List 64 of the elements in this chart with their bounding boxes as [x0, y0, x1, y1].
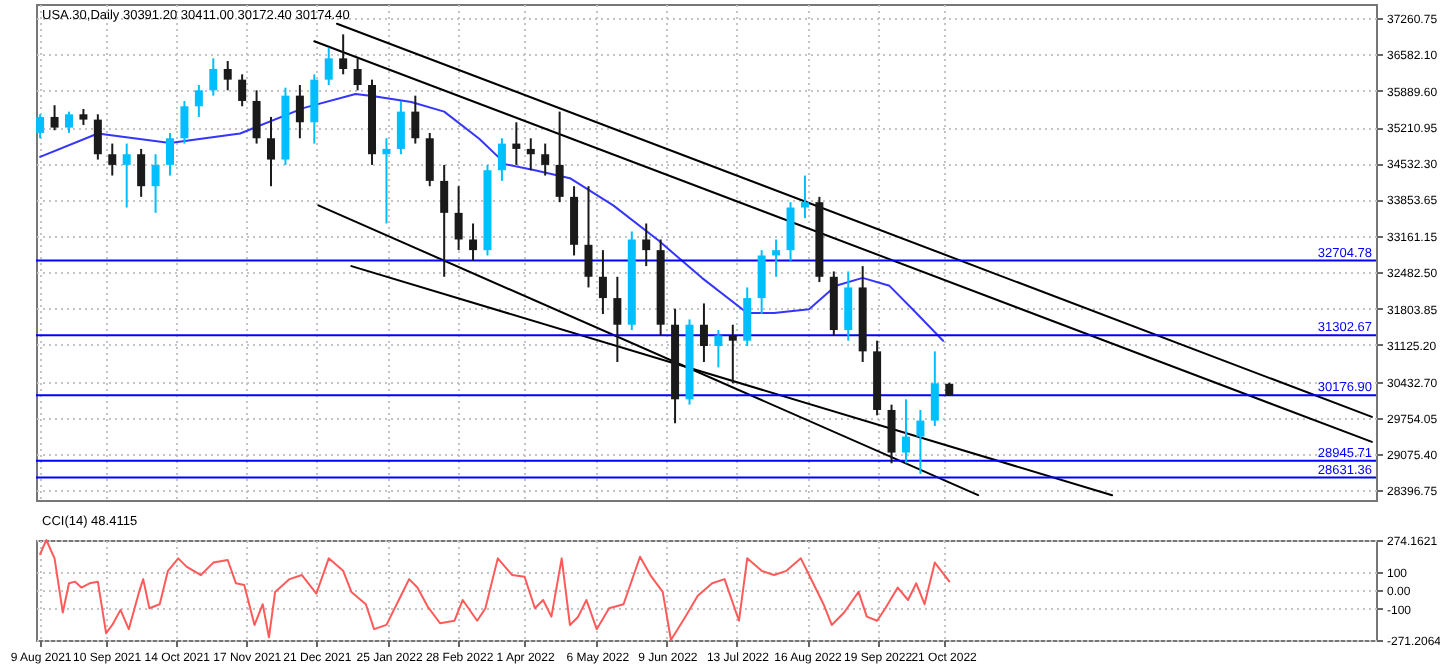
candlestick — [223, 60, 232, 92]
candlestick — [829, 270, 838, 337]
candlestick — [656, 238, 665, 337]
candlestick — [858, 265, 867, 364]
candlestick — [642, 222, 651, 268]
candlestick — [396, 99, 405, 156]
candlestick — [50, 104, 59, 132]
candlestick — [916, 408, 925, 475]
candlestick — [757, 249, 766, 316]
candlestick — [728, 323, 737, 385]
candlestick — [512, 121, 521, 166]
candlestick — [541, 142, 550, 177]
candlestick — [151, 153, 160, 214]
candlestick — [743, 286, 752, 348]
candlestick — [844, 270, 853, 342]
candlestick — [122, 142, 131, 209]
candlestick — [930, 350, 939, 427]
candlestick — [570, 185, 579, 257]
candlestick — [382, 137, 391, 225]
candlestick — [64, 110, 73, 134]
candlestick — [671, 307, 680, 425]
candlestick — [627, 230, 636, 332]
candlestick — [194, 83, 203, 118]
candlestick — [786, 201, 795, 262]
candlestick — [324, 46, 333, 86]
candlestick — [93, 113, 102, 161]
candlestick — [772, 238, 781, 278]
candlestick — [252, 89, 261, 145]
candlestick — [411, 94, 420, 145]
candlestick — [339, 33, 348, 76]
candlestick — [267, 115, 276, 188]
candlestick — [598, 249, 607, 316]
line-series — [39, 93, 945, 342]
candlestick — [526, 137, 535, 172]
candlestick — [555, 110, 564, 204]
candlestick — [815, 195, 824, 284]
candlestick — [873, 339, 882, 417]
candlestick — [209, 57, 218, 97]
candlestick — [281, 86, 290, 166]
candlestick — [613, 275, 622, 364]
candlestick — [137, 147, 146, 198]
candlestick — [440, 163, 449, 278]
candlestick — [166, 131, 174, 177]
candlestick — [454, 185, 463, 252]
candlestick — [714, 329, 723, 369]
candlestick — [483, 163, 492, 257]
candlestick — [699, 302, 708, 364]
candlestick — [469, 222, 478, 262]
candlestick — [180, 99, 189, 145]
candlestick — [425, 131, 434, 188]
candlestick — [353, 57, 362, 92]
line-series — [39, 539, 951, 641]
candlestick — [36, 113, 45, 140]
candlestick — [800, 174, 809, 220]
candlestick — [295, 83, 304, 140]
candlestick — [901, 398, 910, 465]
candlestick — [368, 78, 377, 166]
candlestick — [497, 137, 506, 182]
candlestick — [887, 403, 896, 465]
candlestick — [685, 318, 694, 406]
candlestick — [238, 73, 247, 108]
candlestick — [584, 185, 593, 289]
candlestick — [310, 73, 319, 145]
candlestick — [108, 142, 117, 177]
